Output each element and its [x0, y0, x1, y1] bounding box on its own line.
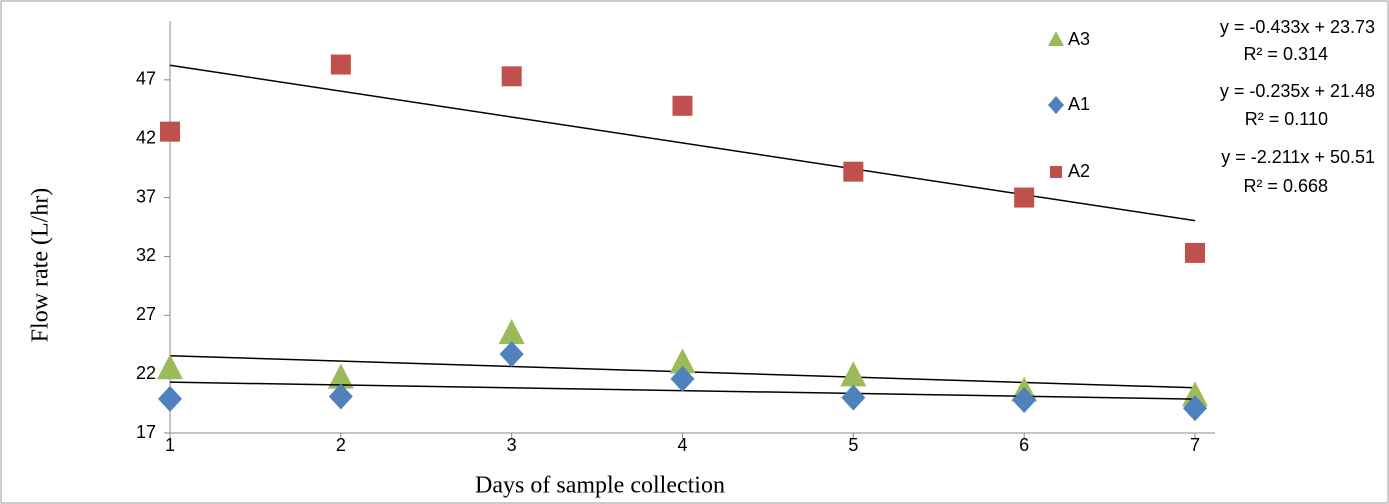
marker: [1050, 166, 1062, 178]
y-tick-label: 37: [136, 186, 156, 206]
trendline-label: R² = 0.314: [1243, 44, 1328, 64]
trendline-label: R² = 0.110: [1245, 109, 1328, 129]
x-tick-label: 4: [677, 435, 687, 455]
marker: [501, 66, 522, 87]
x-tick-label: 2: [336, 435, 346, 455]
y-tick-label: 17: [136, 422, 156, 442]
y-tick-label: 22: [136, 363, 156, 383]
x-tick-label: 1: [165, 435, 175, 455]
x-axis-label: Days of sample collection: [475, 473, 725, 499]
y-tick-label: 47: [136, 69, 156, 89]
legend-label: A2: [1068, 161, 1090, 181]
marker: [1048, 96, 1064, 114]
marker: [328, 383, 353, 410]
marker: [672, 95, 693, 116]
marker: [160, 121, 180, 142]
trendline-label: R² = 0.668: [1243, 176, 1328, 196]
x-tick-label: 6: [1019, 435, 1029, 455]
marker: [1048, 31, 1064, 46]
trendline-label: y = -0.433x + 23.73: [1220, 17, 1375, 37]
marker: [157, 354, 183, 380]
marker: [1014, 187, 1035, 208]
y-tick-label: 27: [136, 304, 156, 324]
marker: [669, 348, 696, 374]
marker: [158, 385, 182, 412]
marker: [1182, 381, 1208, 407]
marker: [840, 361, 867, 387]
y-tick-label: 42: [136, 127, 156, 147]
marker: [843, 161, 864, 182]
marker: [1185, 242, 1205, 263]
marker: [330, 54, 351, 75]
marker: [327, 363, 354, 389]
marker: [841, 384, 866, 411]
legend-label: A3: [1068, 29, 1090, 49]
marker: [1183, 395, 1207, 422]
x-tick-label: 5: [848, 435, 858, 455]
marker: [499, 341, 524, 368]
legend-label: A1: [1068, 94, 1090, 114]
x-tick-label: 3: [507, 435, 517, 455]
trendline: [169, 64, 1196, 222]
x-tick-label: 7: [1190, 435, 1200, 455]
marker: [498, 318, 525, 344]
marker: [670, 365, 695, 392]
y-axis-label: Flow rate (L/hr): [28, 188, 54, 343]
marker: [1012, 387, 1037, 414]
trendline-label: y = -2.211x + 50.51: [1221, 147, 1375, 167]
y-tick-label: 32: [136, 245, 156, 265]
trendline-label: y = -0.235x + 21.48: [1220, 81, 1375, 101]
